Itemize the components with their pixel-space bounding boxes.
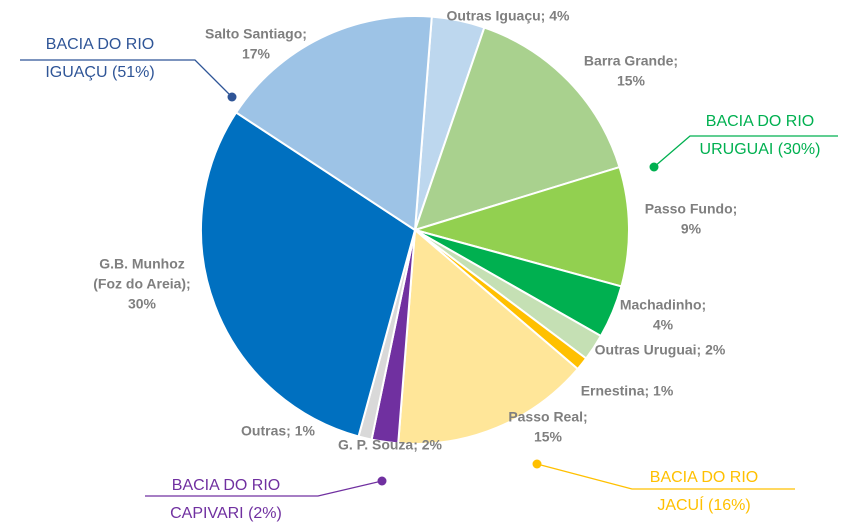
data-label: Salto Santiago; [205, 26, 307, 42]
annotation-dot [227, 92, 237, 102]
annotation-line [145, 480, 383, 497]
annotation-dot [377, 476, 387, 486]
data-label: 30% [128, 296, 157, 312]
annotation-text: BACIA DO RIO [172, 477, 280, 494]
annotation-text: JACUÍ (16%) [657, 495, 750, 514]
pie-slice [397, 227, 580, 445]
data-label: Machadinho; [620, 297, 706, 313]
annotation-line [653, 135, 838, 168]
annotation-text: BACIA DO RIO [650, 469, 758, 486]
data-label: 15% [617, 73, 646, 89]
data-label: G. P. Souza; 2% [338, 437, 443, 453]
annotation-dot [649, 162, 659, 172]
data-label: (Foz do Areia); [93, 276, 190, 292]
pie-slice [411, 165, 630, 288]
data-label: 9% [681, 221, 702, 237]
annotation-text: BACIA DO RIO [46, 36, 154, 53]
data-label: Passo Fundo; [645, 201, 738, 217]
data-label: 15% [534, 429, 563, 445]
data-label: 4% [653, 317, 674, 333]
annotation-text: CAPIVARI (2%) [170, 505, 282, 522]
annotation-line [536, 463, 795, 490]
data-label: Outras Iguaçu; 4% [447, 8, 570, 24]
annotation-dot [532, 459, 542, 469]
data-label: Outras Uruguai; 2% [595, 342, 726, 358]
data-label: G.B. Munhoz [99, 256, 185, 272]
pie-slice [200, 111, 417, 438]
data-label: Outras; 1% [241, 423, 315, 439]
data-label: Ernestina; 1% [581, 383, 674, 399]
annotation-text: BACIA DO RIO [706, 113, 814, 130]
pie-slice [234, 15, 433, 232]
data-label: 17% [242, 46, 271, 62]
data-label: Passo Real; [508, 409, 587, 425]
annotation-line [20, 59, 233, 98]
pie-slice [413, 26, 621, 232]
annotation-text: IGUAÇU (51%) [45, 64, 154, 81]
annotation-text: URUGUAI (30%) [700, 141, 821, 158]
data-label: Barra Grande; [584, 53, 678, 69]
